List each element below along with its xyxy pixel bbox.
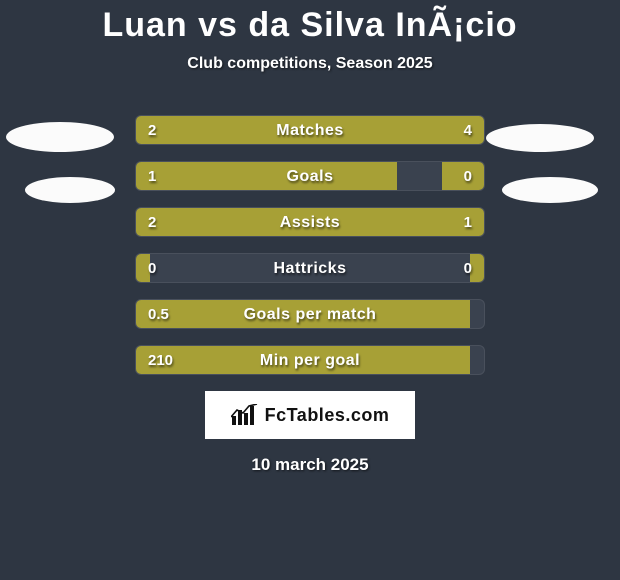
stat-value-right: 4: [452, 116, 484, 145]
comparison-bars: Matches24Goals10Assists21Hattricks00Goal…: [135, 115, 485, 375]
branding-text: FcTables.com: [265, 405, 390, 426]
stat-row: Goals per match0.5: [135, 299, 485, 329]
stat-value-left: 1: [136, 162, 168, 191]
stat-label: Min per goal: [136, 346, 484, 375]
stat-value-right: 1: [452, 208, 484, 237]
date-text: 10 march 2025: [0, 455, 620, 475]
subtitle: Club competitions, Season 2025: [0, 55, 620, 73]
stat-row: Assists2 1: [135, 207, 485, 237]
stat-label: Assists: [136, 208, 484, 237]
stat-value-left: 210: [136, 346, 185, 375]
stat-value-left: 0: [136, 254, 168, 283]
stat-value-right: 0: [452, 254, 484, 283]
stat-row: Matches2 4: [135, 115, 485, 145]
player-left-ellipse-1: [6, 122, 114, 152]
stat-row: Goals1 0: [135, 161, 485, 191]
stat-value-left: 2: [136, 208, 168, 237]
page-title: Luan vs da Silva InÃ¡cio: [0, 0, 620, 45]
stat-label: Goals: [136, 162, 484, 191]
stat-row: Hattricks0 0: [135, 253, 485, 283]
stat-label: Goals per match: [136, 300, 484, 329]
stat-row: Min per goal210: [135, 345, 485, 375]
stat-label: Matches: [136, 116, 484, 145]
branding-chart-icon: [231, 404, 259, 426]
stat-label: Hattricks: [136, 254, 484, 283]
player-left-ellipse-2: [25, 177, 115, 203]
stat-value-right: 0: [452, 162, 484, 191]
player-right-ellipse-1: [486, 124, 594, 152]
stat-value-left: 0.5: [136, 300, 181, 329]
chart-stage: Matches24Goals10Assists21Hattricks00Goal…: [0, 115, 620, 375]
branding-badge: FcTables.com: [205, 391, 415, 439]
player-right-ellipse-2: [502, 177, 598, 203]
stat-value-left: 2: [136, 116, 168, 145]
